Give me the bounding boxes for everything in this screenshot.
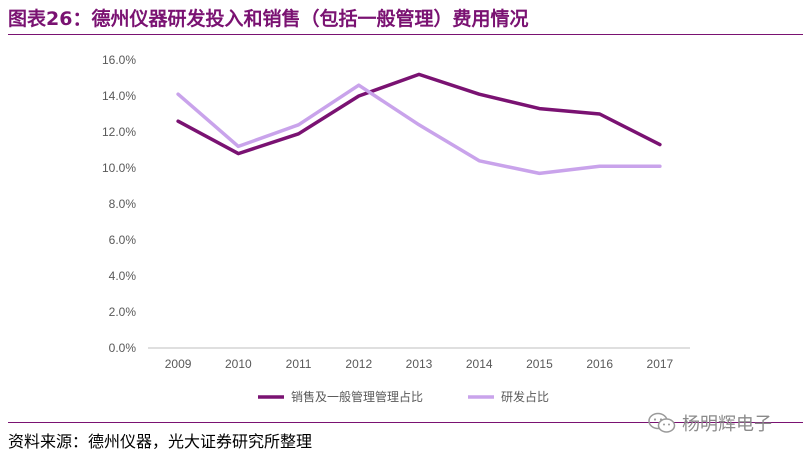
watermark: 杨明辉电子 xyxy=(647,410,772,436)
legend-label-1: 销售及一般管理管理占比 xyxy=(291,389,423,404)
x-tick-label: 2010 xyxy=(225,357,252,371)
x-tick-label: 2012 xyxy=(345,357,372,371)
x-tick-label: 2017 xyxy=(647,357,674,371)
y-tick-label: 12.0% xyxy=(102,125,136,139)
x-tick-label: 2014 xyxy=(466,357,493,371)
series-line-1 xyxy=(176,72,662,156)
y-tick-label: 4.0% xyxy=(109,269,137,283)
source-note: 资料来源：德州仪器，光大证券研究所整理 xyxy=(8,432,313,451)
chart-title: 图表26：德州仪器研发投入和销售（包括一般管理）费用情况 xyxy=(8,8,529,30)
legend-label-2: 研发占比 xyxy=(501,389,549,404)
y-tick-label: 2.0% xyxy=(109,305,137,319)
x-axis-tick-labels: 2009 2010 2011 2012 2013 2014 2015 2016 2017 xyxy=(165,357,674,371)
legend: 销售及一般管理管理占比 研发占比 xyxy=(258,389,549,404)
y-tick-label: 0.0% xyxy=(109,341,137,355)
y-tick-label: 10.0% xyxy=(102,161,136,175)
y-axis-tick-labels: 0.0% 2.0% 4.0% 6.0% 8.0% 10.0% 12.0% 14.0% 16.0% xyxy=(102,53,136,355)
series-line-2 xyxy=(176,83,662,176)
line-chart: 0.0% 2.0% 4.0% 6.0% 8.0% 10.0% 12.0% 14.0% 16.0%… xyxy=(102,53,690,404)
wechat-icon xyxy=(648,412,676,433)
x-tick-label: 2015 xyxy=(526,357,553,371)
footer-divider xyxy=(8,422,803,423)
x-tick-label: 2013 xyxy=(406,357,433,371)
title-divider xyxy=(8,34,803,35)
watermark-text: 杨明辉电子 xyxy=(682,414,772,435)
y-tick-label: 8.0% xyxy=(109,197,137,211)
y-tick-label: 14.0% xyxy=(102,89,136,103)
series-lines xyxy=(176,72,662,176)
y-tick-label: 16.0% xyxy=(102,53,136,67)
y-tick-label: 6.0% xyxy=(109,233,137,247)
x-tick-label: 2016 xyxy=(586,357,613,371)
x-tick-label: 2011 xyxy=(286,357,312,371)
x-tick-label: 2009 xyxy=(165,357,192,371)
